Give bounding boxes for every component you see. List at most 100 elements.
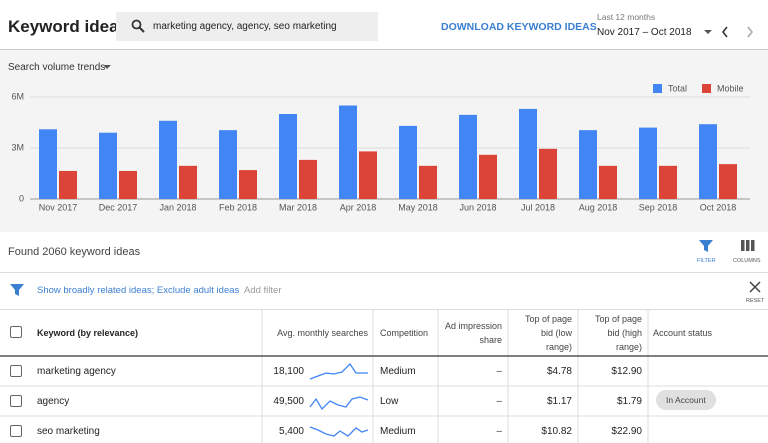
legend-label: Total	[668, 83, 687, 93]
bid-high: $22.90	[611, 426, 642, 437]
column-header[interactable]: Ad impression share	[444, 321, 502, 345]
bar	[159, 120, 177, 199]
x-tick-label: Aug 2018	[579, 202, 618, 212]
page-title: Keyword ideas	[8, 17, 128, 36]
x-tick-label: Dec 2017	[99, 202, 138, 212]
title-dropdown	[103, 65, 111, 69]
x-tick-label: Apr 2018	[340, 202, 377, 212]
competition: Medium	[380, 426, 416, 437]
checkbox[interactable]	[10, 395, 22, 407]
search-box[interactable]: marketing agency, agency, seo marketing	[116, 12, 378, 41]
keyword[interactable]: marketing agency	[37, 366, 116, 377]
x-tick-label: Feb 2018	[219, 202, 257, 212]
bar	[479, 154, 497, 199]
bar	[99, 132, 117, 199]
impression-share: –	[496, 426, 502, 437]
table-grid	[0, 309, 768, 443]
next-button[interactable]	[747, 26, 754, 38]
x-tick-label: Nov 2017	[39, 202, 78, 212]
bar	[359, 151, 377, 199]
bid-high: $1.79	[616, 396, 642, 407]
searches: 18,100	[273, 366, 304, 377]
columns-button[interactable]: COLUMNS	[733, 258, 761, 264]
x-tick-label: Oct 2018	[700, 202, 737, 212]
bar	[599, 165, 617, 199]
bar	[119, 170, 137, 199]
bar	[39, 129, 57, 199]
results-summary: Found 2060 keyword ideas	[8, 246, 141, 258]
bid-low: $4.78	[546, 366, 572, 377]
checkbox[interactable]	[10, 425, 22, 437]
filter-icon[interactable]	[699, 240, 713, 252]
filter-row-icon	[10, 284, 24, 296]
divider	[0, 272, 768, 273]
divider	[0, 309, 768, 310]
bar	[579, 130, 597, 199]
searches: 5,400	[278, 426, 304, 437]
competition: Medium	[380, 366, 416, 377]
checkbox[interactable]	[10, 365, 22, 377]
column-header[interactable]: Top of page bid (high range)	[594, 314, 642, 352]
bar	[639, 127, 657, 199]
bar	[299, 159, 317, 199]
prev-button[interactable]	[721, 26, 728, 38]
y-tick-label: 6M	[11, 91, 24, 101]
y-tick-label: 0	[19, 193, 24, 203]
y-tick-label: 3M	[11, 142, 24, 152]
reset-icon[interactable]	[749, 281, 761, 293]
header-icons	[704, 26, 754, 38]
column-header[interactable]: Competition	[380, 328, 429, 338]
dropdown-arrow[interactable]	[704, 30, 712, 34]
column-header[interactable]: Top of page bid (low range)	[524, 314, 572, 352]
bid-low: $1.17	[546, 396, 572, 407]
columns-icon[interactable]	[741, 240, 755, 252]
column-header[interactable]: Account status	[653, 328, 713, 338]
bar	[59, 170, 77, 199]
searches: 49,500	[273, 396, 304, 407]
x-tick-label: Mar 2018	[279, 202, 317, 212]
bar	[339, 105, 357, 199]
bar	[699, 124, 717, 199]
column-header[interactable]: Keyword (by relevance)	[37, 328, 139, 338]
search-text: marketing agency, agency, seo marketing	[153, 21, 337, 32]
bar	[459, 114, 477, 199]
date-range[interactable]: Nov 2017 – Oct 2018	[597, 27, 692, 38]
download-button[interactable]: DOWNLOAD KEYWORD IDEAS	[441, 21, 597, 33]
bid-low: $10.82	[541, 426, 572, 437]
competition: Low	[380, 396, 399, 407]
bar	[659, 165, 677, 199]
sparkline	[309, 426, 369, 437]
bar	[239, 170, 257, 199]
x-tick-label: Jun 2018	[459, 202, 496, 212]
bar	[419, 165, 437, 199]
bar	[279, 114, 297, 199]
checkbox[interactable]	[10, 326, 22, 338]
legend-swatch	[653, 84, 662, 93]
bid-high: $12.90	[611, 366, 642, 377]
range-label: Last 12 months	[597, 12, 656, 22]
x-tick-label: Jan 2018	[159, 202, 196, 212]
divider	[0, 49, 768, 50]
bar	[179, 165, 197, 199]
bar	[519, 108, 537, 199]
search-icon	[131, 19, 145, 33]
sparkline	[309, 396, 369, 411]
legend-label: Mobile	[717, 83, 744, 93]
x-tick-label: Jul 2018	[521, 202, 555, 212]
keyword[interactable]: seo marketing	[37, 426, 100, 437]
filter-button[interactable]: FILTER	[697, 258, 716, 264]
sparkline	[309, 362, 368, 380]
active-filters[interactable]: Show broadly related ideas; Exclude adul…	[37, 285, 240, 296]
reset-button[interactable]: RESET	[746, 298, 765, 304]
bar	[539, 148, 557, 199]
x-tick-label: Sep 2018	[639, 202, 678, 212]
legend-swatch	[702, 84, 711, 93]
add-filter[interactable]: Add filter	[244, 285, 282, 296]
bar	[399, 125, 417, 199]
chart-title[interactable]: Search volume trends	[8, 62, 106, 73]
column-header[interactable]: Avg. monthly searches	[277, 328, 368, 338]
keyword[interactable]: agency	[37, 396, 70, 407]
chart: 0 3M 6M Total Mobile Nov 2017 Dec 2017 Jan 2018…	[11, 83, 750, 212]
bar	[719, 164, 737, 199]
